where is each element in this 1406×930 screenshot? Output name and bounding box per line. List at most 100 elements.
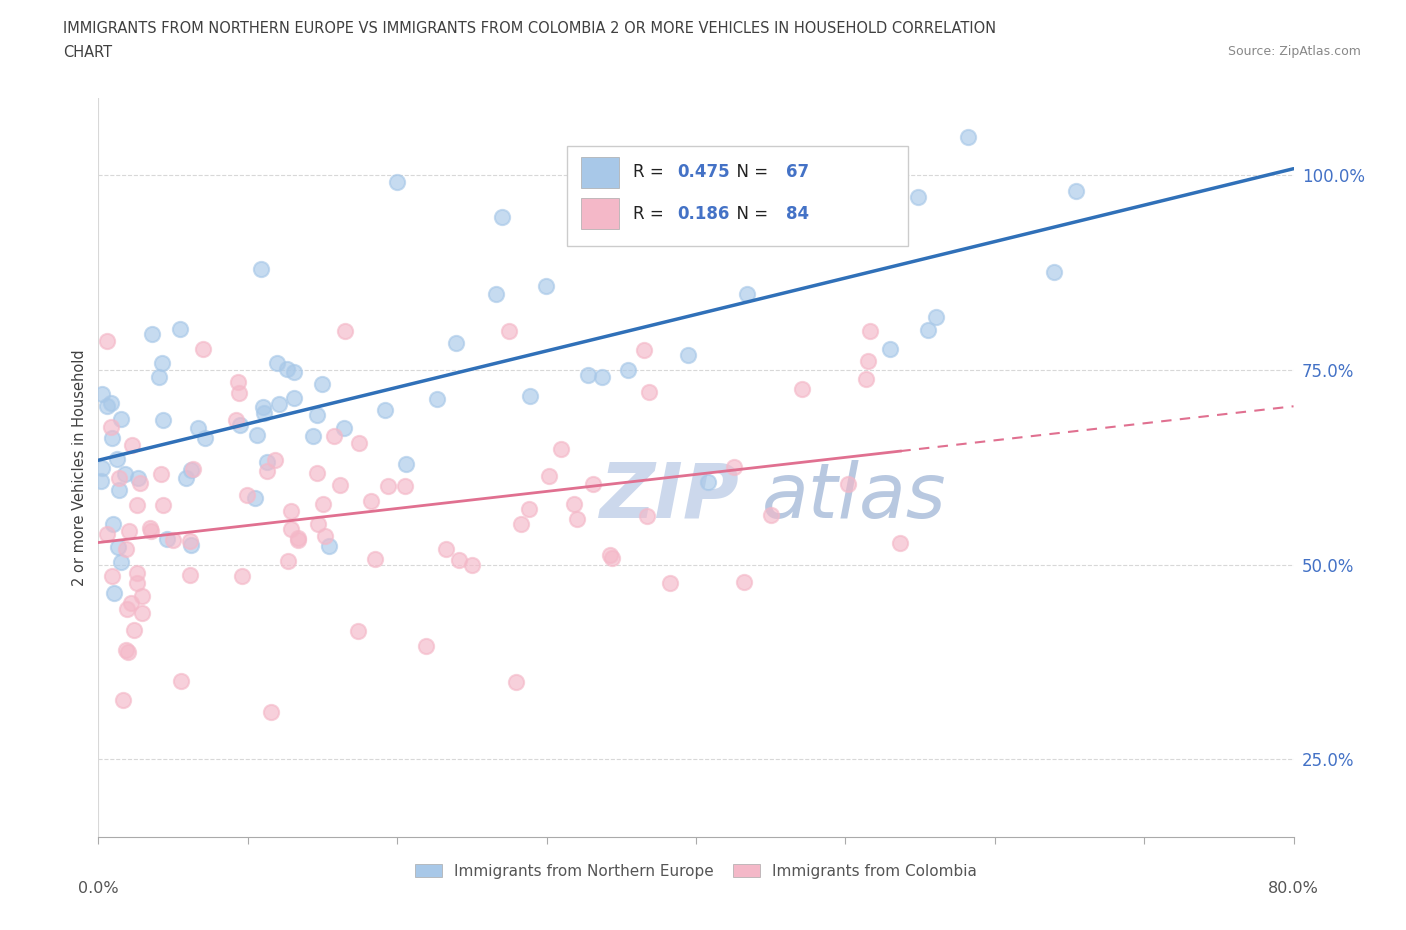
Point [447,553,470,568]
Point [498,324,520,339]
Point [181,461,204,476]
Point [287,530,309,545]
Point [226,375,249,390]
Text: N =: N = [725,205,773,222]
Point [96,526,118,541]
Point [127,576,149,591]
Point [179,567,201,582]
Point [120,595,142,610]
Point [179,534,201,549]
Point [550,442,572,457]
Point [461,557,484,572]
Point [485,286,508,301]
Point [565,512,588,526]
Point [855,371,877,386]
Point [100,419,122,434]
Point [697,475,720,490]
Point [394,479,416,494]
Text: R =: R = [633,205,669,222]
Point [377,479,399,494]
Point [332,420,354,435]
Point [395,457,418,472]
Point [249,261,271,276]
Point [96,399,118,414]
Point [759,508,782,523]
Point [118,524,141,538]
Point [105,452,128,467]
Bar [581,157,620,188]
Point [276,362,298,377]
Point [856,353,879,368]
Point [329,478,352,493]
Point [148,369,170,384]
Point [191,342,214,357]
Point [260,704,283,719]
Point [591,369,613,384]
Point [117,644,139,659]
Point [264,452,287,467]
Point [101,431,124,445]
Point [103,585,125,600]
Point [131,588,153,603]
Bar [567,146,907,246]
Point [925,310,948,325]
Point [505,674,527,689]
Point [277,554,299,569]
Point [280,522,302,537]
Point [637,385,659,400]
Point [415,638,437,653]
Point [623,218,645,232]
Point [491,210,513,225]
Point [536,278,558,293]
Point [1043,264,1066,279]
Point [374,403,396,418]
Point [426,392,449,406]
Point [678,347,700,362]
Point [141,327,163,342]
Point [180,462,202,477]
Point [269,397,291,412]
Point [152,498,174,512]
Point [111,693,134,708]
Text: 0.0%: 0.0% [79,882,118,897]
Point [312,497,335,512]
Point [825,219,848,234]
Point [283,365,305,379]
Point [150,356,173,371]
Point [125,498,148,512]
Point [305,465,328,480]
Point [231,568,253,583]
Point [169,322,191,337]
Bar [581,198,620,230]
Point [243,490,266,505]
Text: IMMIGRANTS FROM NORTHERN EUROPE VS IMMIGRANTS FROM COLOMBIA 2 OR MORE VEHICLES I: IMMIGRANTS FROM NORTHERN EUROPE VS IMMIG… [63,21,997,36]
Point [100,396,122,411]
Point [444,336,467,351]
Point [599,548,621,563]
Point [256,463,278,478]
Text: N =: N = [725,164,773,181]
Point [127,471,149,485]
Text: 0.475: 0.475 [676,164,730,181]
Point [347,435,370,450]
Legend: Immigrants from Northern Europe, Immigrants from Colombia: Immigrants from Northern Europe, Immigra… [409,857,983,884]
Point [364,551,387,566]
Point [256,455,278,470]
Point [124,622,146,637]
Point [633,343,655,358]
Text: Source: ZipAtlas.com: Source: ZipAtlas.com [1227,45,1361,58]
Text: 0.186: 0.186 [676,205,730,222]
Text: R =: R = [633,164,669,181]
Point [139,524,162,538]
Point [735,286,758,301]
Point [110,411,132,426]
Text: atlas: atlas [762,460,946,534]
Point [301,429,323,444]
Text: 84: 84 [786,205,808,222]
Point [246,428,269,443]
Point [110,554,132,569]
Point [225,412,247,427]
Point [616,363,638,378]
Point [90,460,112,475]
Point [538,469,561,484]
